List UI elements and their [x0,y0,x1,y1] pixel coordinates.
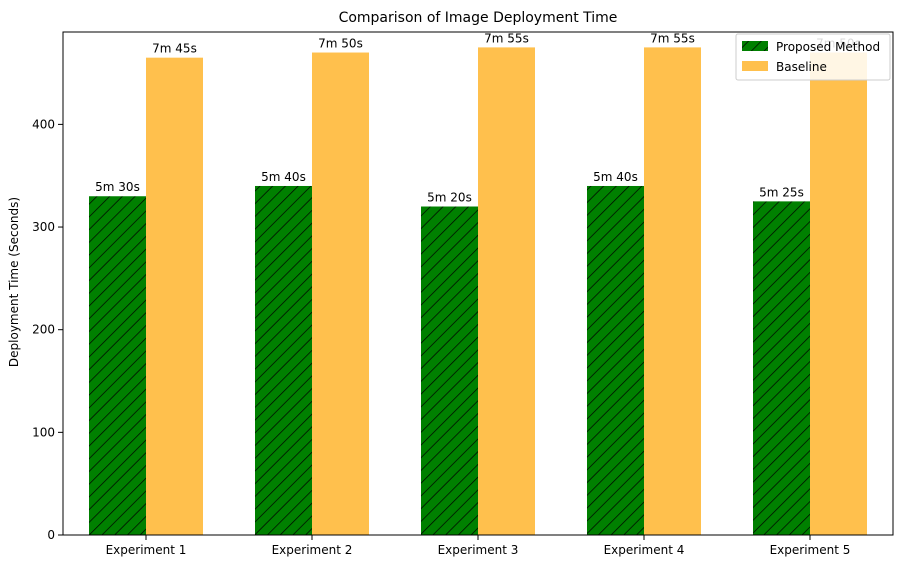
bar-label-baseline-2: 7m 50s [318,37,363,51]
x-tick-label-4: Experiment 4 [604,543,685,557]
legend-label-baseline: Baseline [776,60,827,74]
legend-label-proposed: Proposed Method [776,40,880,54]
bar-baseline-2 [312,52,369,536]
bar-proposed-5 [753,201,810,535]
legend-swatch-baseline [742,61,768,71]
bar-proposed-2 [255,185,312,535]
bar-label-baseline-4: 7m 55s [650,31,695,45]
bar-label-proposed-2: 5m 40s [261,170,306,184]
bar-baseline-4 [644,47,701,536]
bar-label-proposed-4: 5m 40s [593,170,638,184]
legend: Proposed Method Baseline [735,33,891,81]
x-tick-label-1: Experiment 1 [106,543,187,557]
y-axis-label: Deployment Time (Seconds) [7,197,21,367]
x-tick-label-3: Experiment 3 [438,543,519,557]
bar-label-baseline-1: 7m 45s [152,42,197,56]
y-tick-label-0: 0 [47,528,55,542]
bar-proposed-3 [421,206,478,536]
x-tick-label-2: Experiment 2 [272,543,353,557]
bar-proposed-4 [587,185,644,535]
x-tick-label-5: Experiment 5 [770,543,851,557]
y-tick-label-200: 200 [32,323,55,337]
bar-baseline-1 [146,57,203,535]
y-tick-label-100: 100 [32,425,55,439]
bar-label-proposed-1: 5m 30s [95,180,140,194]
y-tick-label-300: 300 [32,220,55,234]
chart-title: Comparison of Image Deployment Time [339,10,618,26]
y-tick-label-400: 400 [32,117,55,131]
legend-swatch-proposed [742,41,768,51]
plot-area: 5m 30s 5m 40s 5m 20s 5m 40s 5m 25s 7m 45s 7m 5… [32,31,894,557]
bar-label-proposed-3: 5m 20s [427,191,472,205]
bar-baseline-3 [478,47,535,536]
bar-baseline-5 [810,52,867,536]
bar-proposed-1 [89,196,146,535]
legend-box [735,33,891,81]
bar-label-proposed-5: 5m 25s [759,185,804,199]
bar-label-baseline-3: 7m 55s [484,31,529,45]
